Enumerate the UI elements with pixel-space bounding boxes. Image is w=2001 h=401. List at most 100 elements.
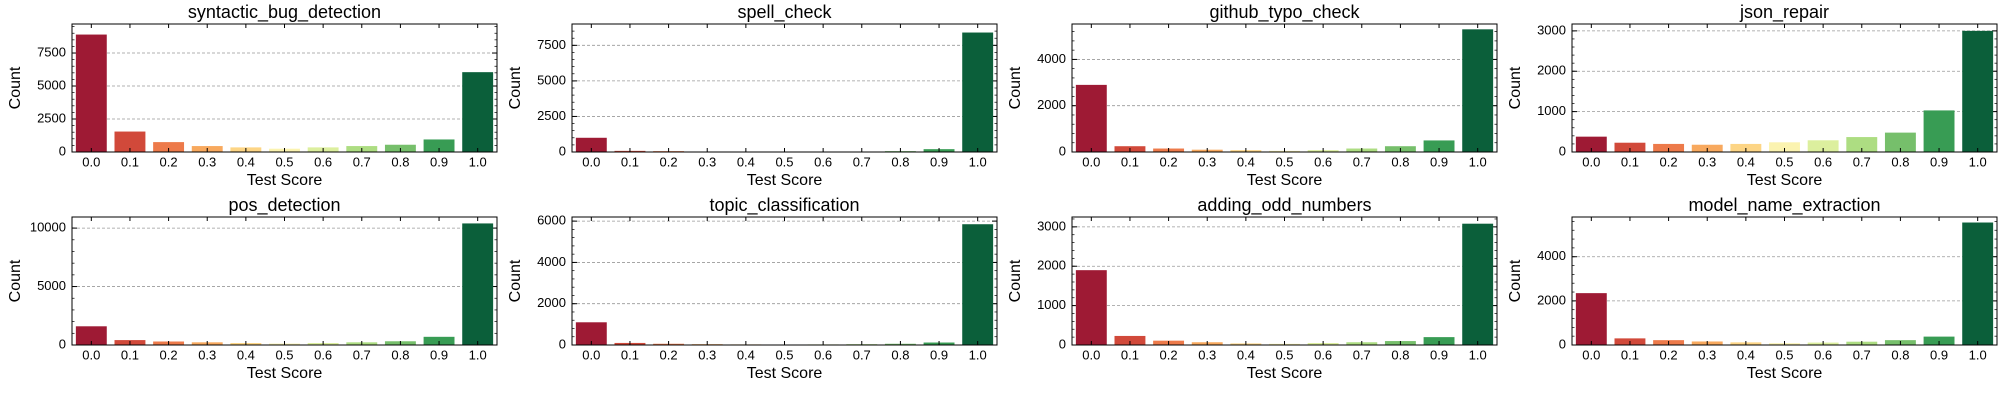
- x-tick-label: 0.1: [1621, 347, 1639, 362]
- y-tick-label: 0: [59, 336, 66, 351]
- plot-frame: [1571, 216, 1998, 346]
- x-tick-label: 0.9: [1930, 154, 1948, 169]
- plot-frame: [1071, 216, 1498, 346]
- x-tick-label: 0.5: [1775, 347, 1793, 362]
- x-tick-label: 0.4: [737, 347, 755, 362]
- plot-frame: [71, 23, 498, 153]
- chart-title: syntactic_bug_detection: [188, 2, 381, 23]
- x-tick-label: 0.8: [1391, 154, 1409, 169]
- x-tick-label: 0.1: [121, 154, 139, 169]
- bar: [1962, 222, 1994, 345]
- x-tick-label: 0.5: [775, 154, 793, 169]
- bar: [1962, 30, 1994, 153]
- x-tick-label: 0.2: [660, 347, 678, 362]
- x-tick-label: 0.8: [1391, 347, 1409, 362]
- y-tick-label: 2000: [1537, 63, 1566, 78]
- bar: [75, 34, 107, 152]
- y-tick-label: 5000: [537, 72, 566, 87]
- x-axis-label: Test Score: [1747, 172, 1823, 189]
- bar: [75, 326, 107, 345]
- x-tick-label: 0.6: [1814, 347, 1832, 362]
- y-tick-label: 2500: [37, 110, 66, 125]
- x-tick-label: 0.3: [698, 347, 716, 362]
- bar: [575, 322, 607, 345]
- x-tick-label: 0.5: [1275, 347, 1293, 362]
- chart-title: adding_odd_numbers: [1197, 195, 1371, 216]
- x-tick-label: 0.6: [1314, 347, 1332, 362]
- x-tick-label: 0.3: [698, 154, 716, 169]
- y-tick-label: 4000: [1537, 248, 1566, 263]
- bar: [1575, 293, 1607, 345]
- bar: [1075, 84, 1107, 152]
- bar: [1884, 132, 1916, 152]
- bar: [1462, 223, 1494, 345]
- x-tick-label: 0.0: [582, 347, 600, 362]
- y-tick-label: 4000: [537, 254, 566, 269]
- x-tick-label: 0.8: [391, 154, 409, 169]
- x-tick-label: 0.7: [353, 154, 371, 169]
- x-tick-label: 0.2: [1660, 154, 1678, 169]
- x-tick-label: 0.5: [775, 347, 793, 362]
- x-tick-label: 0.6: [1314, 154, 1332, 169]
- bar: [462, 223, 494, 345]
- x-axis-label: Test Score: [1247, 172, 1323, 189]
- x-tick-label: 0.6: [314, 154, 332, 169]
- bar: [1114, 335, 1146, 345]
- y-tick-label: 2500: [537, 108, 566, 123]
- bar: [962, 224, 994, 345]
- x-tick-label: 0.3: [198, 347, 216, 362]
- y-tick-label: 2000: [1037, 97, 1066, 112]
- x-tick-label: 0.2: [660, 154, 678, 169]
- x-tick-label: 0.3: [1198, 347, 1216, 362]
- x-tick-label: 0.0: [582, 154, 600, 169]
- bar: [1807, 140, 1839, 152]
- plot-frame: [1071, 23, 1498, 153]
- y-tick-label: 6000: [537, 213, 566, 228]
- bar: [1075, 270, 1107, 345]
- plot-frame: [571, 23, 998, 153]
- x-tick-label: 0.4: [237, 154, 255, 169]
- chart-title: pos_detection: [228, 195, 340, 216]
- y-axis-label: Count: [1507, 259, 1524, 302]
- x-axis-label: Test Score: [247, 172, 323, 189]
- x-tick-label: 0.4: [237, 347, 255, 362]
- y-tick-label: 7500: [537, 37, 566, 52]
- x-tick-label: 0.7: [853, 347, 871, 362]
- plot-frame: [571, 216, 998, 346]
- x-tick-label: 0.1: [1121, 347, 1139, 362]
- x-tick-label: 0.1: [121, 347, 139, 362]
- x-tick-label: 0.4: [1737, 347, 1755, 362]
- x-tick-label: 0.8: [1891, 347, 1909, 362]
- x-tick-label: 0.9: [430, 154, 448, 169]
- x-tick-label: 0.1: [621, 347, 639, 362]
- x-tick-label: 0.3: [1698, 347, 1716, 362]
- bar: [1769, 142, 1800, 152]
- x-tick-label: 0.8: [1891, 154, 1909, 169]
- x-tick-label: 0.4: [737, 154, 755, 169]
- x-tick-label: 0.5: [275, 347, 293, 362]
- chart-title: topic_classification: [709, 195, 859, 216]
- x-tick-label: 0.8: [391, 347, 409, 362]
- x-tick-label: 0.9: [430, 347, 448, 362]
- y-tick-label: 2000: [1537, 292, 1566, 307]
- x-tick-label: 0.7: [1853, 347, 1871, 362]
- x-tick-label: 0.7: [853, 154, 871, 169]
- y-tick-label: 3000: [1537, 22, 1566, 37]
- x-tick-label: 0.4: [1237, 154, 1255, 169]
- x-axis-label: Test Score: [247, 365, 323, 382]
- y-axis-label: Count: [7, 259, 24, 302]
- bar: [1730, 143, 1762, 152]
- y-tick-label: 0: [59, 143, 66, 158]
- bar: [1923, 110, 1955, 152]
- x-tick-label: 0.0: [1082, 154, 1100, 169]
- x-tick-label: 0.0: [82, 154, 100, 169]
- bar: [423, 139, 455, 152]
- x-tick-label: 0.9: [930, 347, 948, 362]
- x-tick-label: 0.2: [1160, 347, 1178, 362]
- x-tick-label: 0.1: [1621, 154, 1639, 169]
- bar: [1614, 142, 1646, 152]
- x-tick-label: 0.6: [814, 347, 832, 362]
- x-tick-label: 0.1: [621, 154, 639, 169]
- x-tick-label: 0.5: [275, 154, 293, 169]
